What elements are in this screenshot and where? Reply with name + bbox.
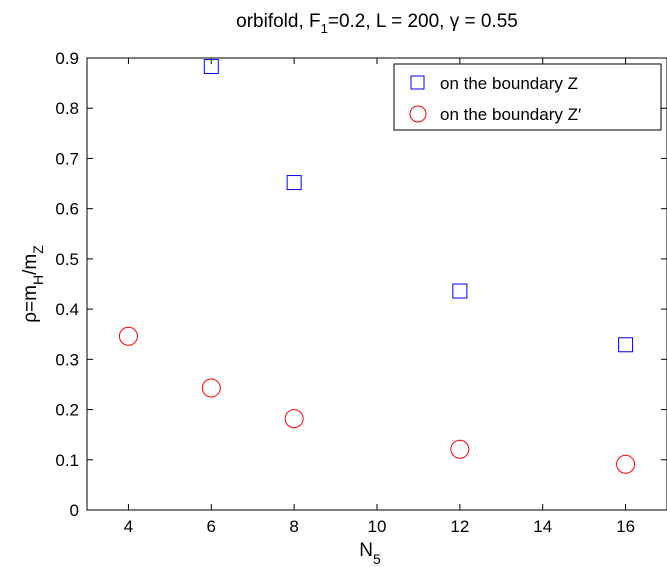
y-tick-label: 0.1 [55, 451, 79, 470]
chart-title: orbifold, F1=0.2, L = 200, γ = 0.55 [236, 11, 518, 36]
y-tick-label: 0.5 [55, 250, 79, 269]
y-tick-label: 0.3 [55, 350, 79, 369]
y-axis: 0 0.1 0.2 0.3 0.4 0.5 0.6 0.7 0.8 0.9 [55, 49, 667, 520]
data-point-circle [118, 326, 138, 346]
y-tick-label: 0.9 [55, 49, 79, 68]
y-tick-label: 0 [70, 501, 79, 520]
data-point-circle [201, 378, 221, 398]
plot-area [86, 57, 667, 511]
x-tick-label: 16 [616, 517, 635, 536]
legend-label-series-1: on the boundary Z [440, 74, 578, 93]
data-point-square [286, 175, 302, 191]
x-tick-label: 8 [289, 517, 298, 536]
legend-marker-square [410, 75, 425, 90]
y-tick-label: 0.7 [55, 149, 79, 168]
y-tick-label: 0.4 [55, 300, 79, 319]
y-axis-label-subscript-1: H [30, 275, 46, 285]
x-axis: 4 6 8 10 12 14 16 [124, 58, 635, 536]
legend-label-series-2: on the boundary Z′ [440, 105, 581, 124]
y-axis-label-subscript-2: Z [30, 245, 46, 254]
data-points [118, 59, 636, 474]
y-tick-label: 0.2 [55, 401, 79, 420]
y-tick-label: 0.6 [55, 200, 79, 219]
y-axis-label: ρ=mH/mZ [20, 245, 46, 323]
data-point-circle [284, 409, 304, 429]
data-point-square [452, 283, 468, 299]
legend-box [393, 63, 662, 131]
x-tick-label: 10 [368, 517, 387, 536]
x-tick-label: 4 [124, 517, 133, 536]
data-point-circle [450, 439, 470, 459]
data-point-square [618, 337, 634, 353]
legend: on the boundary Z on the boundary Z′ [393, 63, 662, 131]
data-point-square [203, 59, 219, 75]
legend-marker-circle [409, 105, 427, 123]
data-point-circle [616, 454, 636, 474]
x-tick-label: 6 [207, 517, 216, 536]
x-axis-label: N5 [359, 540, 381, 567]
x-axis-label-subscript: 5 [373, 551, 381, 567]
chart-title-subscript: 1 [321, 21, 328, 36]
x-tick-label: 12 [450, 517, 469, 536]
y-tick-label: 0.8 [55, 99, 79, 118]
x-tick-label: 14 [533, 517, 552, 536]
